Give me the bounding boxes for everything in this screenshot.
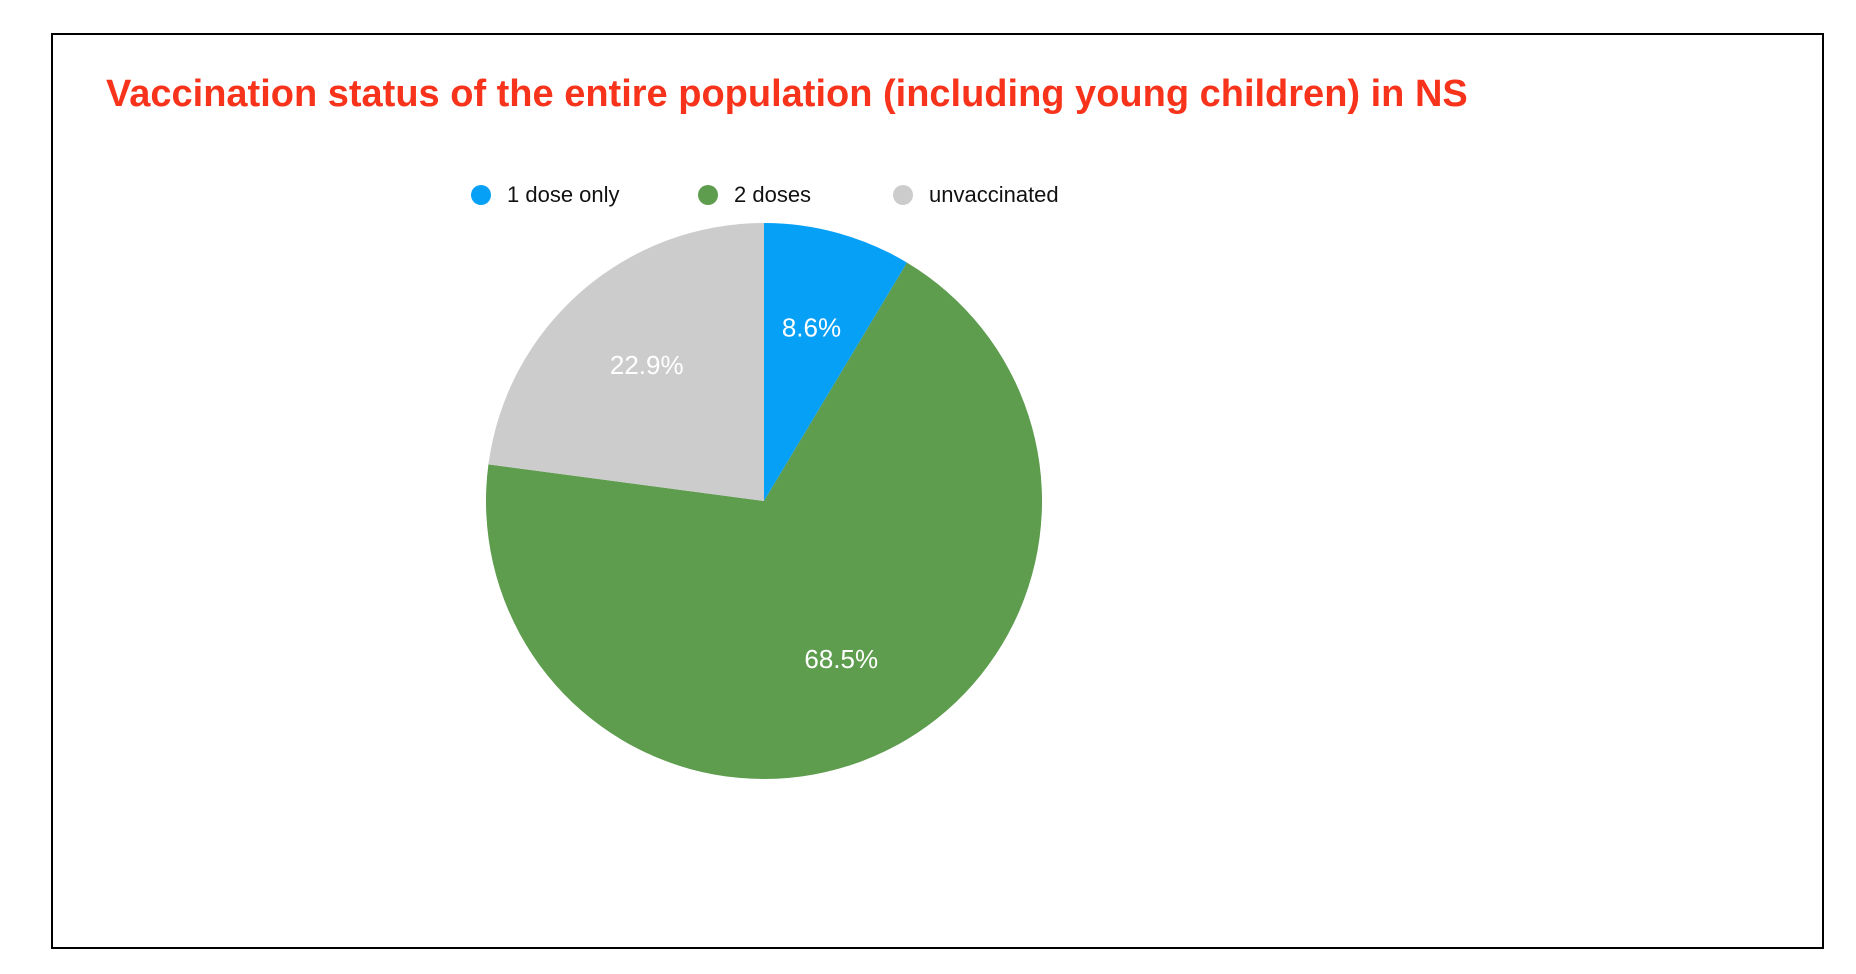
legend-item-1-dose-only[interactable]: 1 dose only <box>471 181 620 209</box>
pie-chart: 8.6% 68.5% 22.9% <box>485 223 1042 780</box>
chart-title: Vaccination status of the entire populat… <box>106 73 1468 115</box>
legend-swatch-1-dose-only <box>471 185 491 205</box>
slice-label-unvaccinated: 22.9% <box>610 350 684 380</box>
legend-label-1-dose-only: 1 dose only <box>507 182 620 207</box>
slice-label-1-dose-only: 8.6% <box>782 312 841 342</box>
pie-slice-unvaccinated[interactable] <box>488 223 764 501</box>
legend-swatch-unvaccinated <box>893 185 913 205</box>
pie-slice-1-dose-only[interactable] <box>764 223 908 501</box>
slice-label-2-doses: 68.5% <box>804 644 878 674</box>
legend-label-2-doses: 2 doses <box>734 182 812 207</box>
chart-frame: Vaccination status of the entire populat… <box>51 33 1824 949</box>
legend: 1 dose only 2 doses unvaccinated <box>53 181 1822 209</box>
legend-item-2-doses[interactable]: 2 doses <box>698 181 811 209</box>
legend-item-unvaccinated[interactable]: unvaccinated <box>893 181 1059 209</box>
legend-label-unvaccinated: unvaccinated <box>929 182 1059 207</box>
pie-slice-2-doses[interactable] <box>485 262 1042 780</box>
legend-swatch-2-doses <box>698 185 718 205</box>
